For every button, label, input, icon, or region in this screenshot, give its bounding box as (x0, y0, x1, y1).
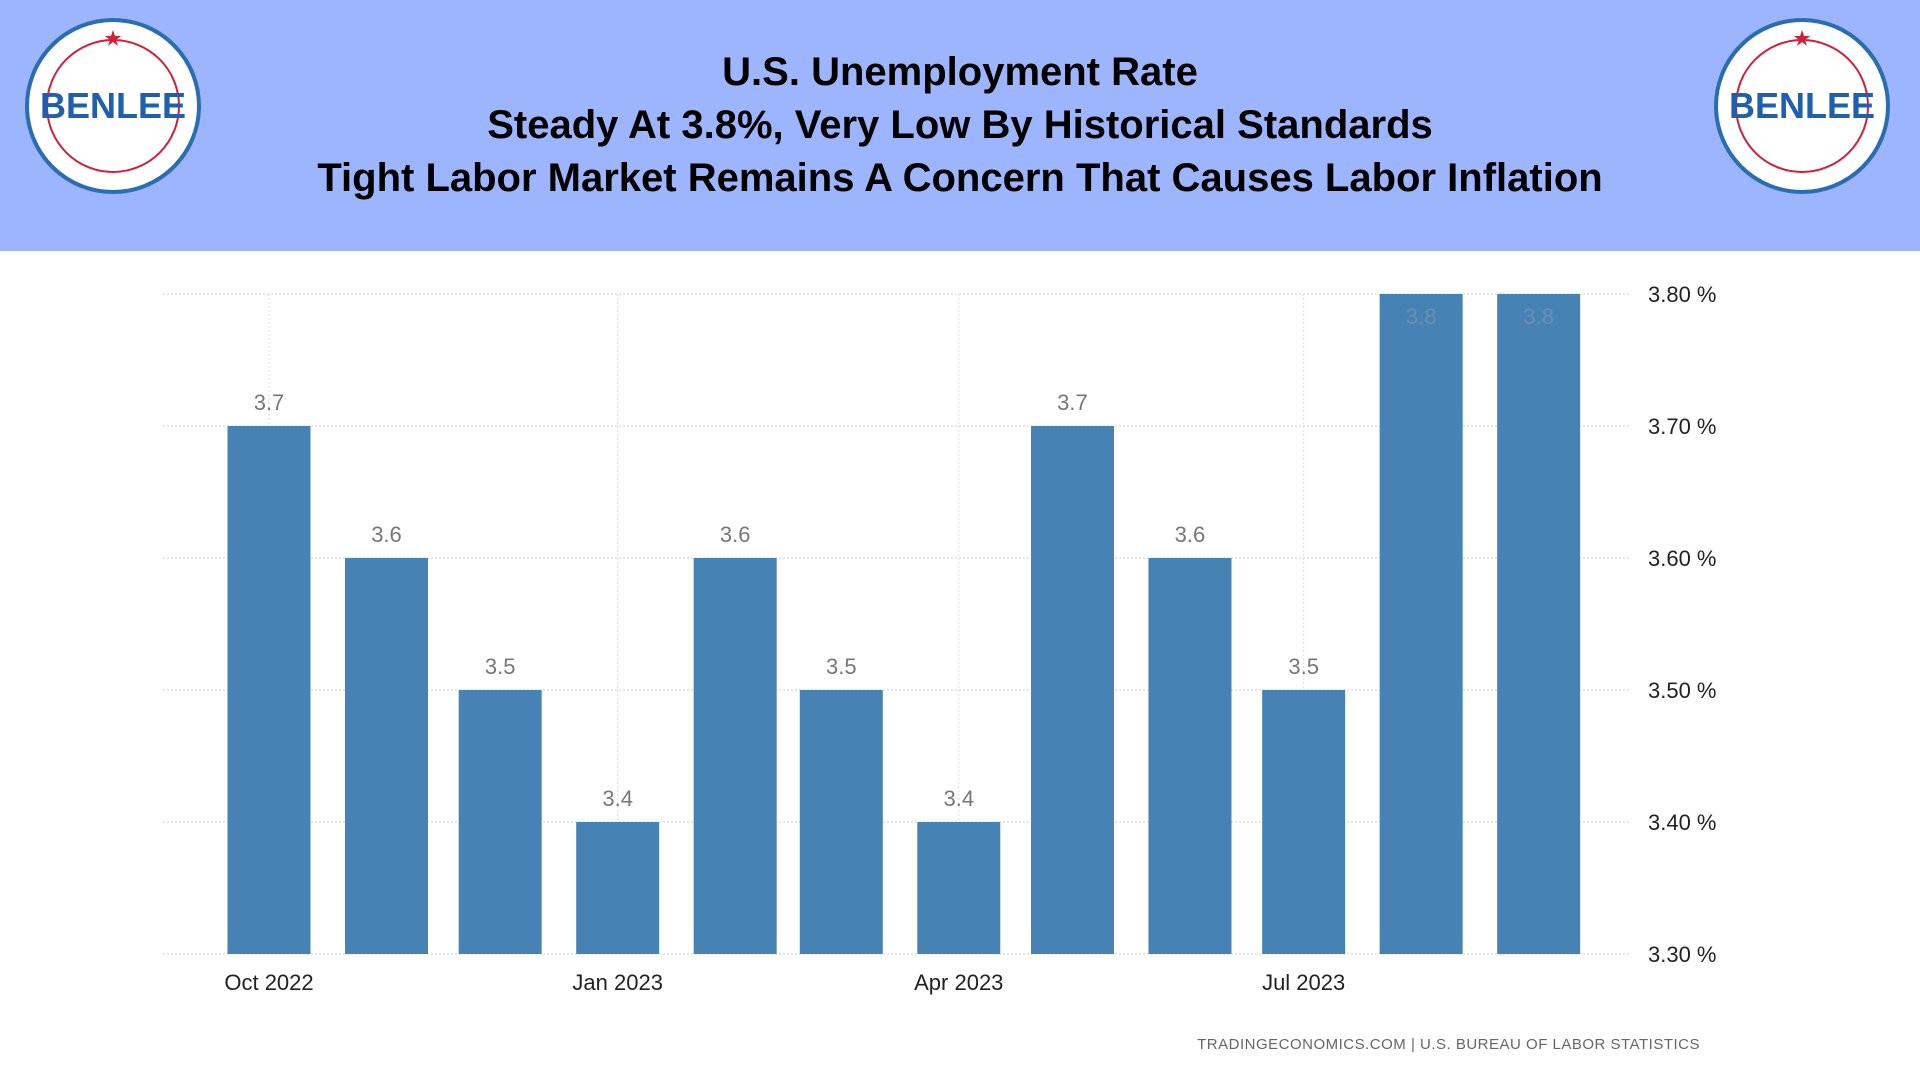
benlee-logo-left: BENLEE (25, 18, 201, 194)
data-label: 3.4 (943, 786, 974, 811)
y-tick-label: 3.40 % (1648, 810, 1717, 835)
data-label: 3.8 (1406, 304, 1437, 329)
x-tick-label: Apr 2023 (914, 970, 1003, 995)
x-tick-label: Oct 2022 (224, 970, 313, 995)
y-tick-label: 3.60 % (1648, 546, 1717, 571)
x-tick-label: Jul 2023 (1262, 970, 1345, 995)
bar (1262, 690, 1346, 954)
data-label: 3.5 (826, 654, 857, 679)
data-label: 3.6 (371, 522, 402, 547)
bar (458, 690, 542, 954)
data-label: 3.5 (1288, 654, 1319, 679)
svg-text:BENLEE: BENLEE (1729, 85, 1875, 126)
bar (227, 426, 311, 954)
title-banner: BENLEE BENLEE U.S. Unemployment Rate Ste… (0, 0, 1920, 251)
title-line-2: Steady At 3.8%, Very Low By Historical S… (487, 103, 1433, 147)
bar (344, 558, 428, 954)
y-tick-label: 3.80 % (1648, 282, 1717, 307)
data-label: 3.8 (1523, 304, 1554, 329)
bar (917, 822, 1001, 954)
data-label: 3.7 (1057, 390, 1088, 415)
chart-source: TRADINGECONOMICS.COM | U.S. BUREAU OF LA… (1197, 1036, 1700, 1053)
bar (1030, 426, 1114, 954)
data-label: 3.5 (485, 654, 516, 679)
y-tick-label: 3.50 % (1648, 678, 1717, 703)
bar (1148, 558, 1232, 954)
bar (1379, 294, 1463, 954)
title-line-1: U.S. Unemployment Rate (722, 50, 1198, 94)
data-label: 3.4 (602, 786, 633, 811)
benlee-logo-right: BENLEE (1714, 18, 1890, 194)
bar (576, 822, 660, 954)
data-label: 3.7 (254, 390, 285, 415)
y-tick-label: 3.30 % (1648, 942, 1717, 967)
data-label: 3.6 (720, 522, 751, 547)
title-line-3: Tight Labor Market Remains A Concern Tha… (317, 156, 1603, 200)
y-tick-label: 3.70 % (1648, 414, 1717, 439)
svg-text:BENLEE: BENLEE (40, 85, 186, 126)
bar (693, 558, 777, 954)
bar (799, 690, 883, 954)
bar (1497, 294, 1581, 954)
x-tick-label: Jan 2023 (572, 970, 663, 995)
data-label: 3.6 (1175, 522, 1206, 547)
